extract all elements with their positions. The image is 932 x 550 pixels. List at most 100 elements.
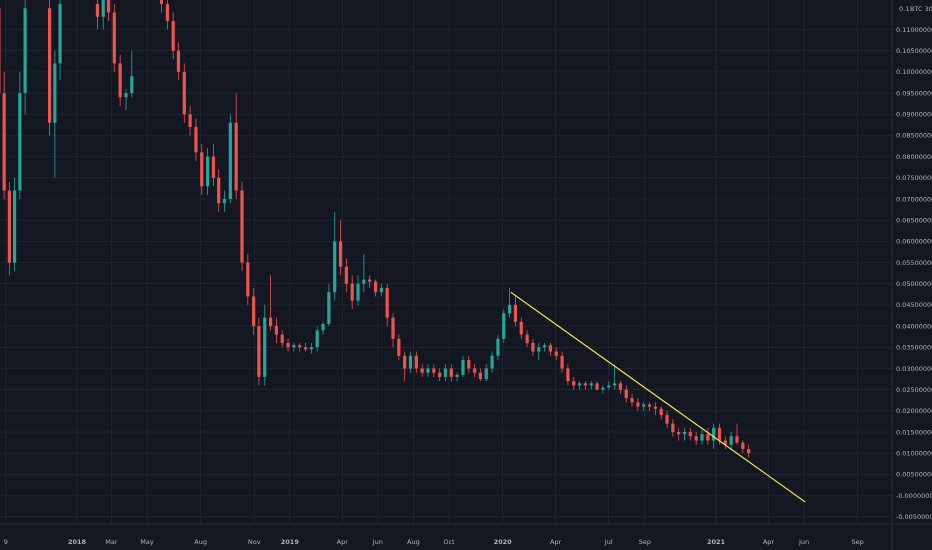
candle[interactable]: [677, 427, 681, 441]
candle[interactable]: [257, 317, 261, 386]
candle[interactable]: [165, 0, 169, 30]
candle[interactable]: [118, 54, 122, 106]
candle[interactable]: [414, 351, 418, 373]
candle[interactable]: [519, 317, 523, 339]
candle[interactable]: [577, 381, 582, 390]
candle[interactable]: [344, 258, 348, 293]
candle[interactable]: [268, 275, 273, 331]
candle[interactable]: [502, 309, 506, 344]
candle[interactable]: [671, 419, 675, 437]
candle[interactable]: [496, 334, 500, 361]
candle[interactable]: [188, 105, 192, 136]
candle[interactable]: [240, 182, 244, 272]
candle[interactable]: [234, 93, 238, 199]
candle[interactable]: [618, 381, 622, 394]
candle[interactable]: [112, 4, 116, 72]
candle[interactable]: [338, 220, 343, 276]
candle[interactable]: [642, 402, 646, 411]
candle[interactable]: [171, 12, 175, 60]
candle[interactable]: [531, 338, 535, 356]
candle[interactable]: [176, 42, 181, 81]
candle[interactable]: [408, 351, 413, 373]
candle[interactable]: [426, 364, 430, 377]
candle[interactable]: [706, 427, 710, 445]
candle[interactable]: [205, 148, 210, 195]
candle[interactable]: [659, 406, 663, 420]
candle[interactable]: [211, 143, 216, 187]
candle[interactable]: [58, 0, 62, 81]
candle[interactable]: [263, 304, 267, 386]
candle[interactable]: [379, 283, 383, 297]
candle[interactable]: [362, 254, 366, 293]
candle[interactable]: [653, 402, 657, 416]
candle[interactable]: [274, 317, 278, 344]
candle[interactable]: [47, 0, 52, 136]
candle[interactable]: [53, 50, 57, 178]
candle[interactable]: [688, 427, 692, 441]
candle[interactable]: [735, 423, 739, 445]
candle[interactable]: [228, 114, 232, 204]
candle[interactable]: [607, 381, 611, 390]
candle[interactable]: [217, 169, 221, 212]
candle[interactable]: [292, 343, 296, 352]
candle[interactable]: [694, 432, 698, 445]
candle[interactable]: [432, 364, 436, 377]
candle[interactable]: [741, 440, 745, 454]
candle[interactable]: [373, 279, 378, 297]
candle[interactable]: [315, 326, 319, 352]
candle[interactable]: [124, 88, 128, 111]
candle[interactable]: [537, 343, 541, 361]
candle[interactable]: [13, 177, 17, 272]
candle[interactable]: [222, 190, 227, 212]
candle[interactable]: [612, 364, 617, 390]
candle[interactable]: [333, 211, 337, 301]
candle[interactable]: [478, 368, 483, 382]
candle[interactable]: [368, 275, 372, 288]
candle[interactable]: [484, 364, 488, 382]
candle[interactable]: [560, 351, 564, 373]
candle[interactable]: [182, 63, 186, 123]
candle[interactable]: [194, 118, 198, 161]
candle[interactable]: [106, 0, 111, 22]
candle[interactable]: [490, 351, 494, 373]
candle[interactable]: [252, 287, 256, 335]
candle[interactable]: [700, 427, 704, 445]
candle[interactable]: [723, 436, 727, 449]
candle[interactable]: [467, 355, 471, 373]
candle[interactable]: [397, 334, 401, 361]
candle[interactable]: [513, 296, 518, 327]
price-axis[interactable]: 0.1 BTC 30 0.11000000 0.10500000 0.1000000…: [896, 5, 932, 521]
candle[interactable]: [461, 355, 465, 377]
candle[interactable]: [246, 254, 250, 305]
candle[interactable]: [554, 347, 558, 361]
candle[interactable]: [7, 182, 11, 276]
candle[interactable]: [95, 0, 100, 30]
candle[interactable]: [23, 0, 27, 115]
candle[interactable]: [572, 376, 576, 390]
candle[interactable]: [130, 50, 134, 98]
candle[interactable]: [665, 410, 669, 428]
trendline[interactable]: [510, 291, 806, 503]
candle[interactable]: [303, 343, 308, 352]
candle[interactable]: [473, 364, 477, 377]
candle[interactable]: [443, 364, 448, 382]
candle[interactable]: [200, 143, 204, 195]
candle[interactable]: [630, 393, 634, 407]
candle[interactable]: [682, 427, 687, 441]
candle[interactable]: [327, 283, 331, 327]
time-axis[interactable]: 9 2018 Mar May Aug Nov 2019 Apr Jun Aug Oct 2020 Apr…: [4, 538, 864, 546]
candle[interactable]: [18, 71, 22, 199]
candle[interactable]: [729, 432, 733, 449]
candle[interactable]: [455, 372, 459, 382]
candle[interactable]: [403, 351, 407, 382]
candle[interactable]: [566, 364, 570, 386]
candle[interactable]: [583, 381, 588, 390]
candle[interactable]: [321, 321, 325, 335]
candle[interactable]: [542, 343, 547, 352]
candle[interactable]: [356, 275, 360, 305]
candle[interactable]: [647, 402, 652, 411]
candle[interactable]: [2, 71, 6, 199]
candle[interactable]: [286, 338, 290, 352]
candle[interactable]: [385, 283, 389, 327]
candle[interactable]: [548, 343, 553, 356]
